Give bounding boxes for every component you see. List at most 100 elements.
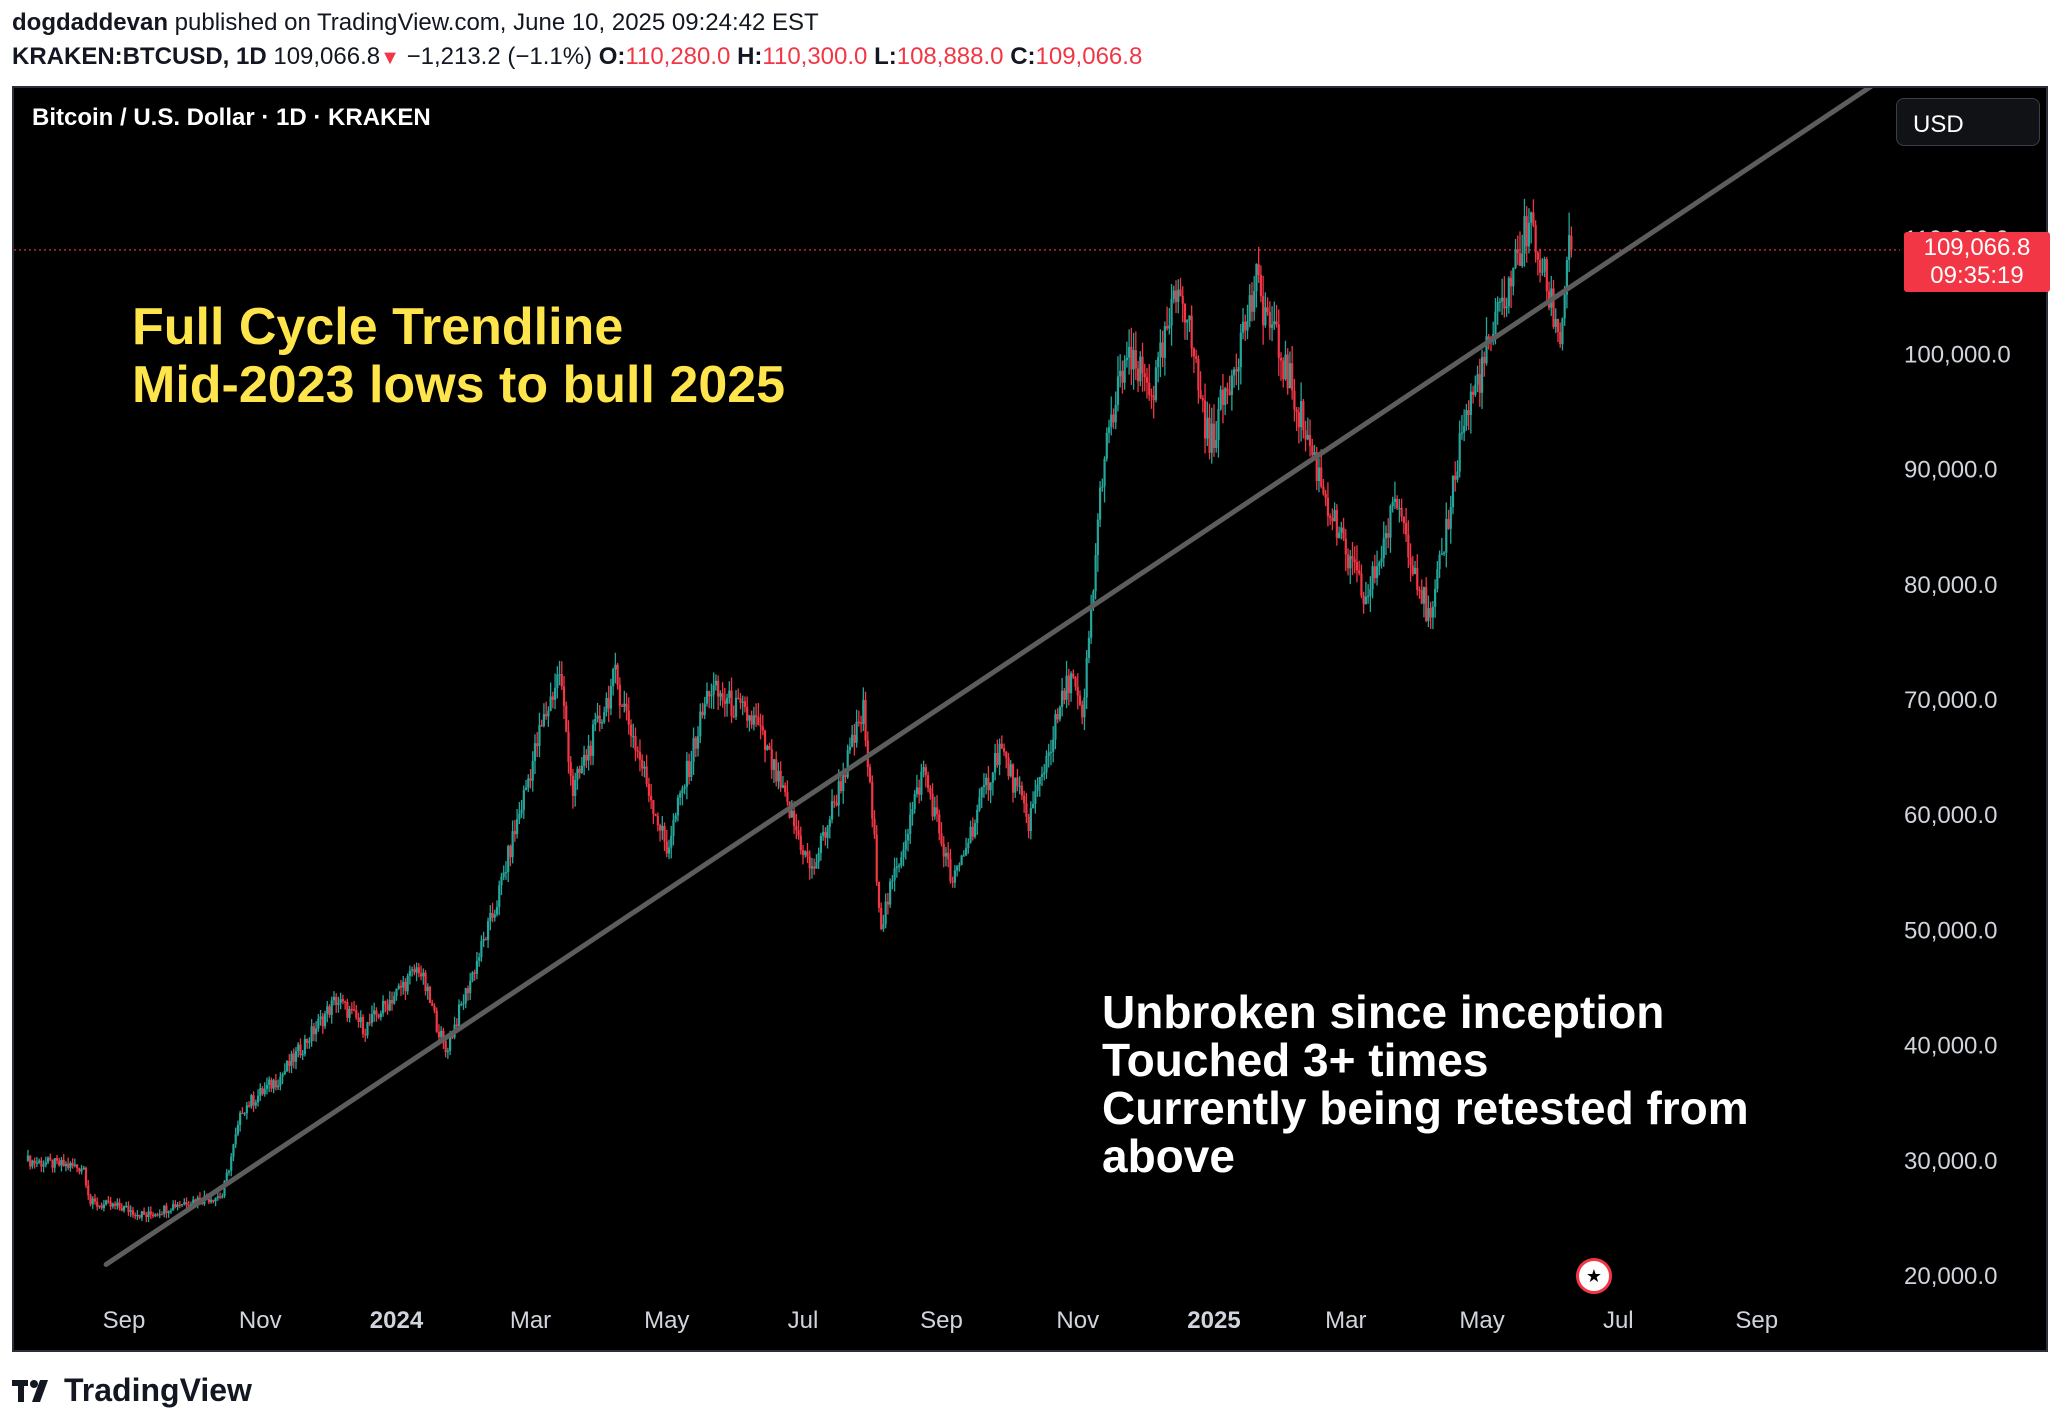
tradingview-footer: TradingView (12, 1372, 252, 1409)
candle-body (1353, 559, 1356, 563)
candle-body (1563, 294, 1566, 319)
candle-body (674, 815, 677, 820)
candle-body (792, 810, 796, 826)
currency-button[interactable]: USD (1896, 98, 2040, 146)
high-label: H: (737, 43, 763, 70)
candle-body (174, 1204, 177, 1208)
candle-body (138, 1214, 141, 1218)
candle-body (1235, 369, 1238, 372)
candle-body (958, 864, 961, 867)
candle-body (1342, 527, 1345, 539)
candle-body (303, 1038, 307, 1054)
candle-body (1074, 677, 1077, 687)
candle-body (632, 736, 635, 738)
candle-body (929, 787, 932, 794)
candle-body (29, 1155, 32, 1167)
candle-body (612, 669, 615, 687)
candle-body (757, 716, 760, 725)
candle-body (1409, 557, 1412, 566)
candle-body (636, 750, 639, 752)
candle-body (1098, 487, 1102, 520)
candle-body (591, 724, 595, 756)
candle-body (987, 777, 990, 791)
candle-body (583, 754, 586, 766)
candle-body (806, 851, 809, 857)
candle-body (1358, 570, 1361, 574)
candle-body (1052, 739, 1055, 752)
candle-body (629, 724, 633, 737)
candle-body (906, 833, 910, 841)
candle-body (900, 857, 903, 866)
y-tick-label: 20,000.0 (1904, 1263, 1997, 1290)
price-chart[interactable]: 20,000.0 30,000.0 40,000.0 50,000.0 60,000.0… (14, 88, 2046, 1350)
candle-body (1020, 785, 1024, 796)
candle-body (1031, 803, 1035, 809)
candle-body (620, 705, 624, 707)
candle-body (533, 743, 537, 761)
candle-body (1128, 346, 1131, 358)
candle-body (1025, 803, 1028, 817)
candle-body (1534, 225, 1537, 253)
candle-body (884, 901, 887, 925)
candle-body (471, 972, 474, 982)
candle-body (725, 697, 729, 704)
candle-body (683, 786, 686, 789)
candle-body (596, 715, 599, 719)
candle-body (1246, 321, 1249, 331)
candle-body (1152, 395, 1155, 401)
candle-body (875, 834, 878, 882)
annotation-title-line1: Full Cycle Trendline (132, 298, 624, 356)
candle-body (1306, 434, 1309, 440)
candle-body (1286, 354, 1289, 389)
candle-body (163, 1205, 166, 1215)
candle-body (690, 761, 693, 778)
candle-body (962, 855, 965, 857)
us-flag-event-icon[interactable]: ★ (1576, 1258, 1612, 1294)
candle-body (227, 1170, 231, 1173)
candle-body (71, 1162, 74, 1166)
candle-body (491, 912, 494, 918)
candle-body (375, 1010, 378, 1016)
candle-body (330, 1000, 333, 1015)
candle-body (813, 866, 816, 869)
candle-body (256, 1095, 260, 1103)
candle-body (1215, 439, 1218, 448)
candle-body (500, 876, 503, 886)
candle-body (1369, 589, 1372, 596)
x-tick-label: May (644, 1307, 689, 1334)
candle-body (82, 1167, 85, 1170)
candle-body (810, 866, 814, 869)
candle-body (902, 849, 905, 858)
candle-body (982, 785, 986, 788)
candle-body (464, 988, 467, 1004)
candle-body (1183, 303, 1187, 323)
candle-body (667, 847, 671, 854)
candle-body (89, 1195, 92, 1205)
candle-body (1507, 277, 1510, 307)
candle-body (605, 697, 608, 713)
candle-body (180, 1204, 184, 1206)
candle-body (1264, 307, 1267, 326)
candle-body (167, 1211, 170, 1213)
candle-body (1040, 774, 1044, 777)
candle-body (1463, 425, 1466, 433)
candle-body (502, 872, 505, 877)
publisher-name[interactable]: dogdaddevan (12, 9, 169, 36)
candle-body (956, 866, 959, 871)
candle-body (274, 1080, 277, 1088)
last-price-tag-value: 109,066.8 (1923, 234, 2031, 261)
candle-body (553, 687, 557, 700)
candle-body (1460, 432, 1464, 434)
candle-body (1494, 311, 1497, 334)
chart-panel[interactable]: 20,000.0 30,000.0 40,000.0 50,000.0 60,000.0… (12, 86, 2050, 1352)
candle-body (723, 700, 726, 704)
candle-body (105, 1200, 108, 1205)
candle-body (710, 694, 713, 697)
candle-body (172, 1204, 175, 1211)
candle-body (134, 1214, 137, 1217)
candle-body (247, 1105, 251, 1107)
candle-body (935, 807, 939, 815)
candle-body (913, 794, 916, 810)
candle-body (49, 1157, 52, 1160)
candle-body (576, 768, 579, 780)
